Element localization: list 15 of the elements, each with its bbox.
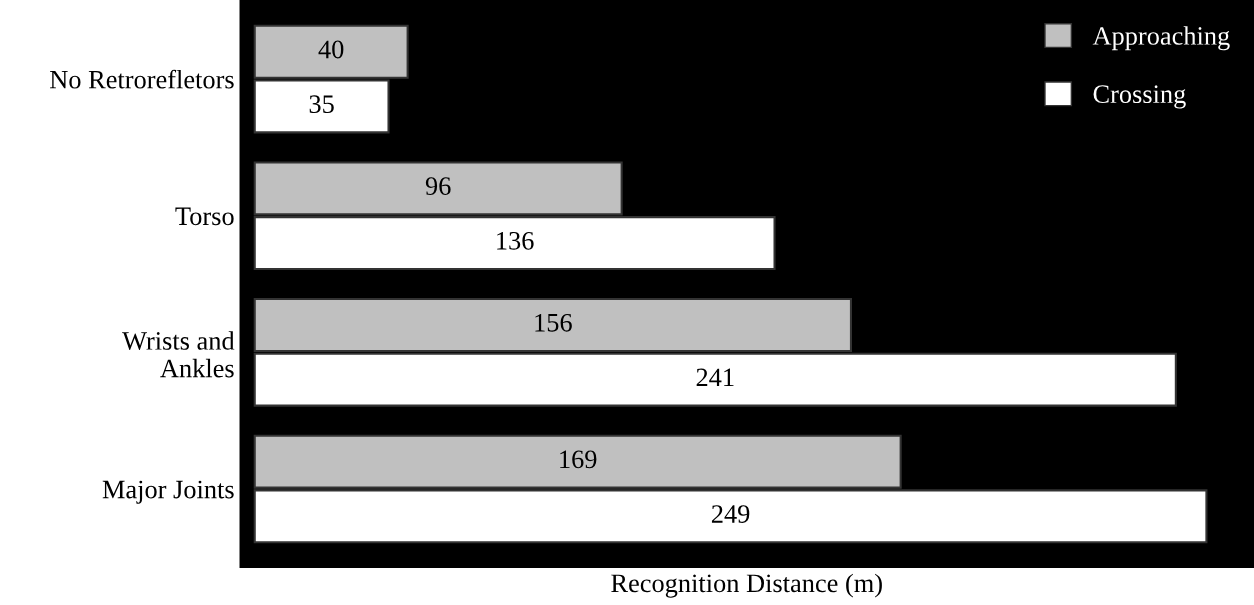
data-label: 241 (696, 368, 734, 387)
y-tick-label: Wrists and Ankles (122, 331, 235, 378)
data-label: 96 (425, 177, 451, 196)
x-axis-title: Recognition Distance (m) (611, 573, 882, 598)
y-tick-label: Major Joints (102, 480, 234, 504)
legend-label: Approaching (1092, 26, 1230, 51)
y-tick-label: Torso (175, 207, 234, 226)
data-label: 35 (309, 95, 334, 114)
data-label: 169 (560, 450, 597, 469)
data-label: 249 (711, 505, 750, 523)
legend-label: Crossing (1093, 85, 1186, 109)
data-label: 136 (497, 231, 534, 250)
data-label: 40 (318, 40, 344, 59)
data-label: 156 (535, 313, 572, 332)
y-tick-label: No Retrorefletors (50, 69, 234, 89)
